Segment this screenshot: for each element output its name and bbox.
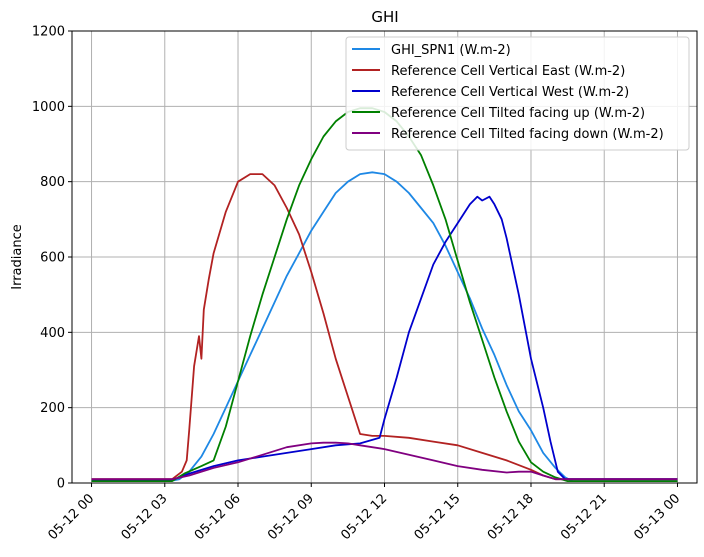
x-tick-label: 05-12 15: [412, 491, 464, 543]
series-line-2: [91, 173, 678, 481]
x-tick-label: 05-12 06: [192, 491, 244, 543]
series-line-3: [91, 195, 678, 481]
y-axis: 0 200 400 600 800 1000 1200: [32, 25, 72, 492]
legend-box: [345, 36, 690, 151]
chart-title: GHI: [371, 8, 398, 26]
x-tick-label: 05-12 09: [265, 491, 317, 543]
x-tick-label: 05-12 18: [485, 491, 537, 543]
series-line-1: [91, 171, 678, 483]
x-tick-label: 05-12 00: [45, 491, 97, 543]
legend-label: Reference Cell Vertical West (W.m-2): [391, 85, 629, 100]
x-tick-label: 05-12 12: [338, 491, 390, 543]
x-tick-label: 05-12 21: [558, 491, 610, 543]
legend-label: Reference Cell Tilted facing up (W.m-2): [391, 106, 645, 121]
legend-label: Reference Cell Vertical East (W.m-2): [391, 64, 625, 79]
y-tick-label: 800: [40, 175, 65, 190]
y-tick-label: 400: [40, 326, 65, 341]
legend-label: Reference Cell Tilted facing down (W.m-2…: [391, 127, 664, 142]
y-tick-label: 0: [57, 477, 65, 492]
legend: GHI_SPN1 (W.m-2) Reference Cell Vertical …: [345, 36, 690, 151]
y-tick-label: 600: [40, 251, 65, 266]
legend-label: GHI_SPN1 (W.m-2): [391, 43, 511, 58]
x-tick-label: 05-13 00: [631, 491, 683, 543]
y-axis-label: Irradiance: [10, 224, 25, 289]
x-tick-label: 05-12 03: [119, 491, 171, 543]
series-line-5: [91, 441, 678, 481]
y-tick-label: 200: [40, 401, 65, 416]
y-tick-label: 1000: [32, 100, 65, 115]
x-axis: 05-12 00 05-12 03 05-12 06 05-12 09 05-12 12…: [45, 483, 683, 543]
y-tick-label: 1200: [32, 25, 65, 40]
